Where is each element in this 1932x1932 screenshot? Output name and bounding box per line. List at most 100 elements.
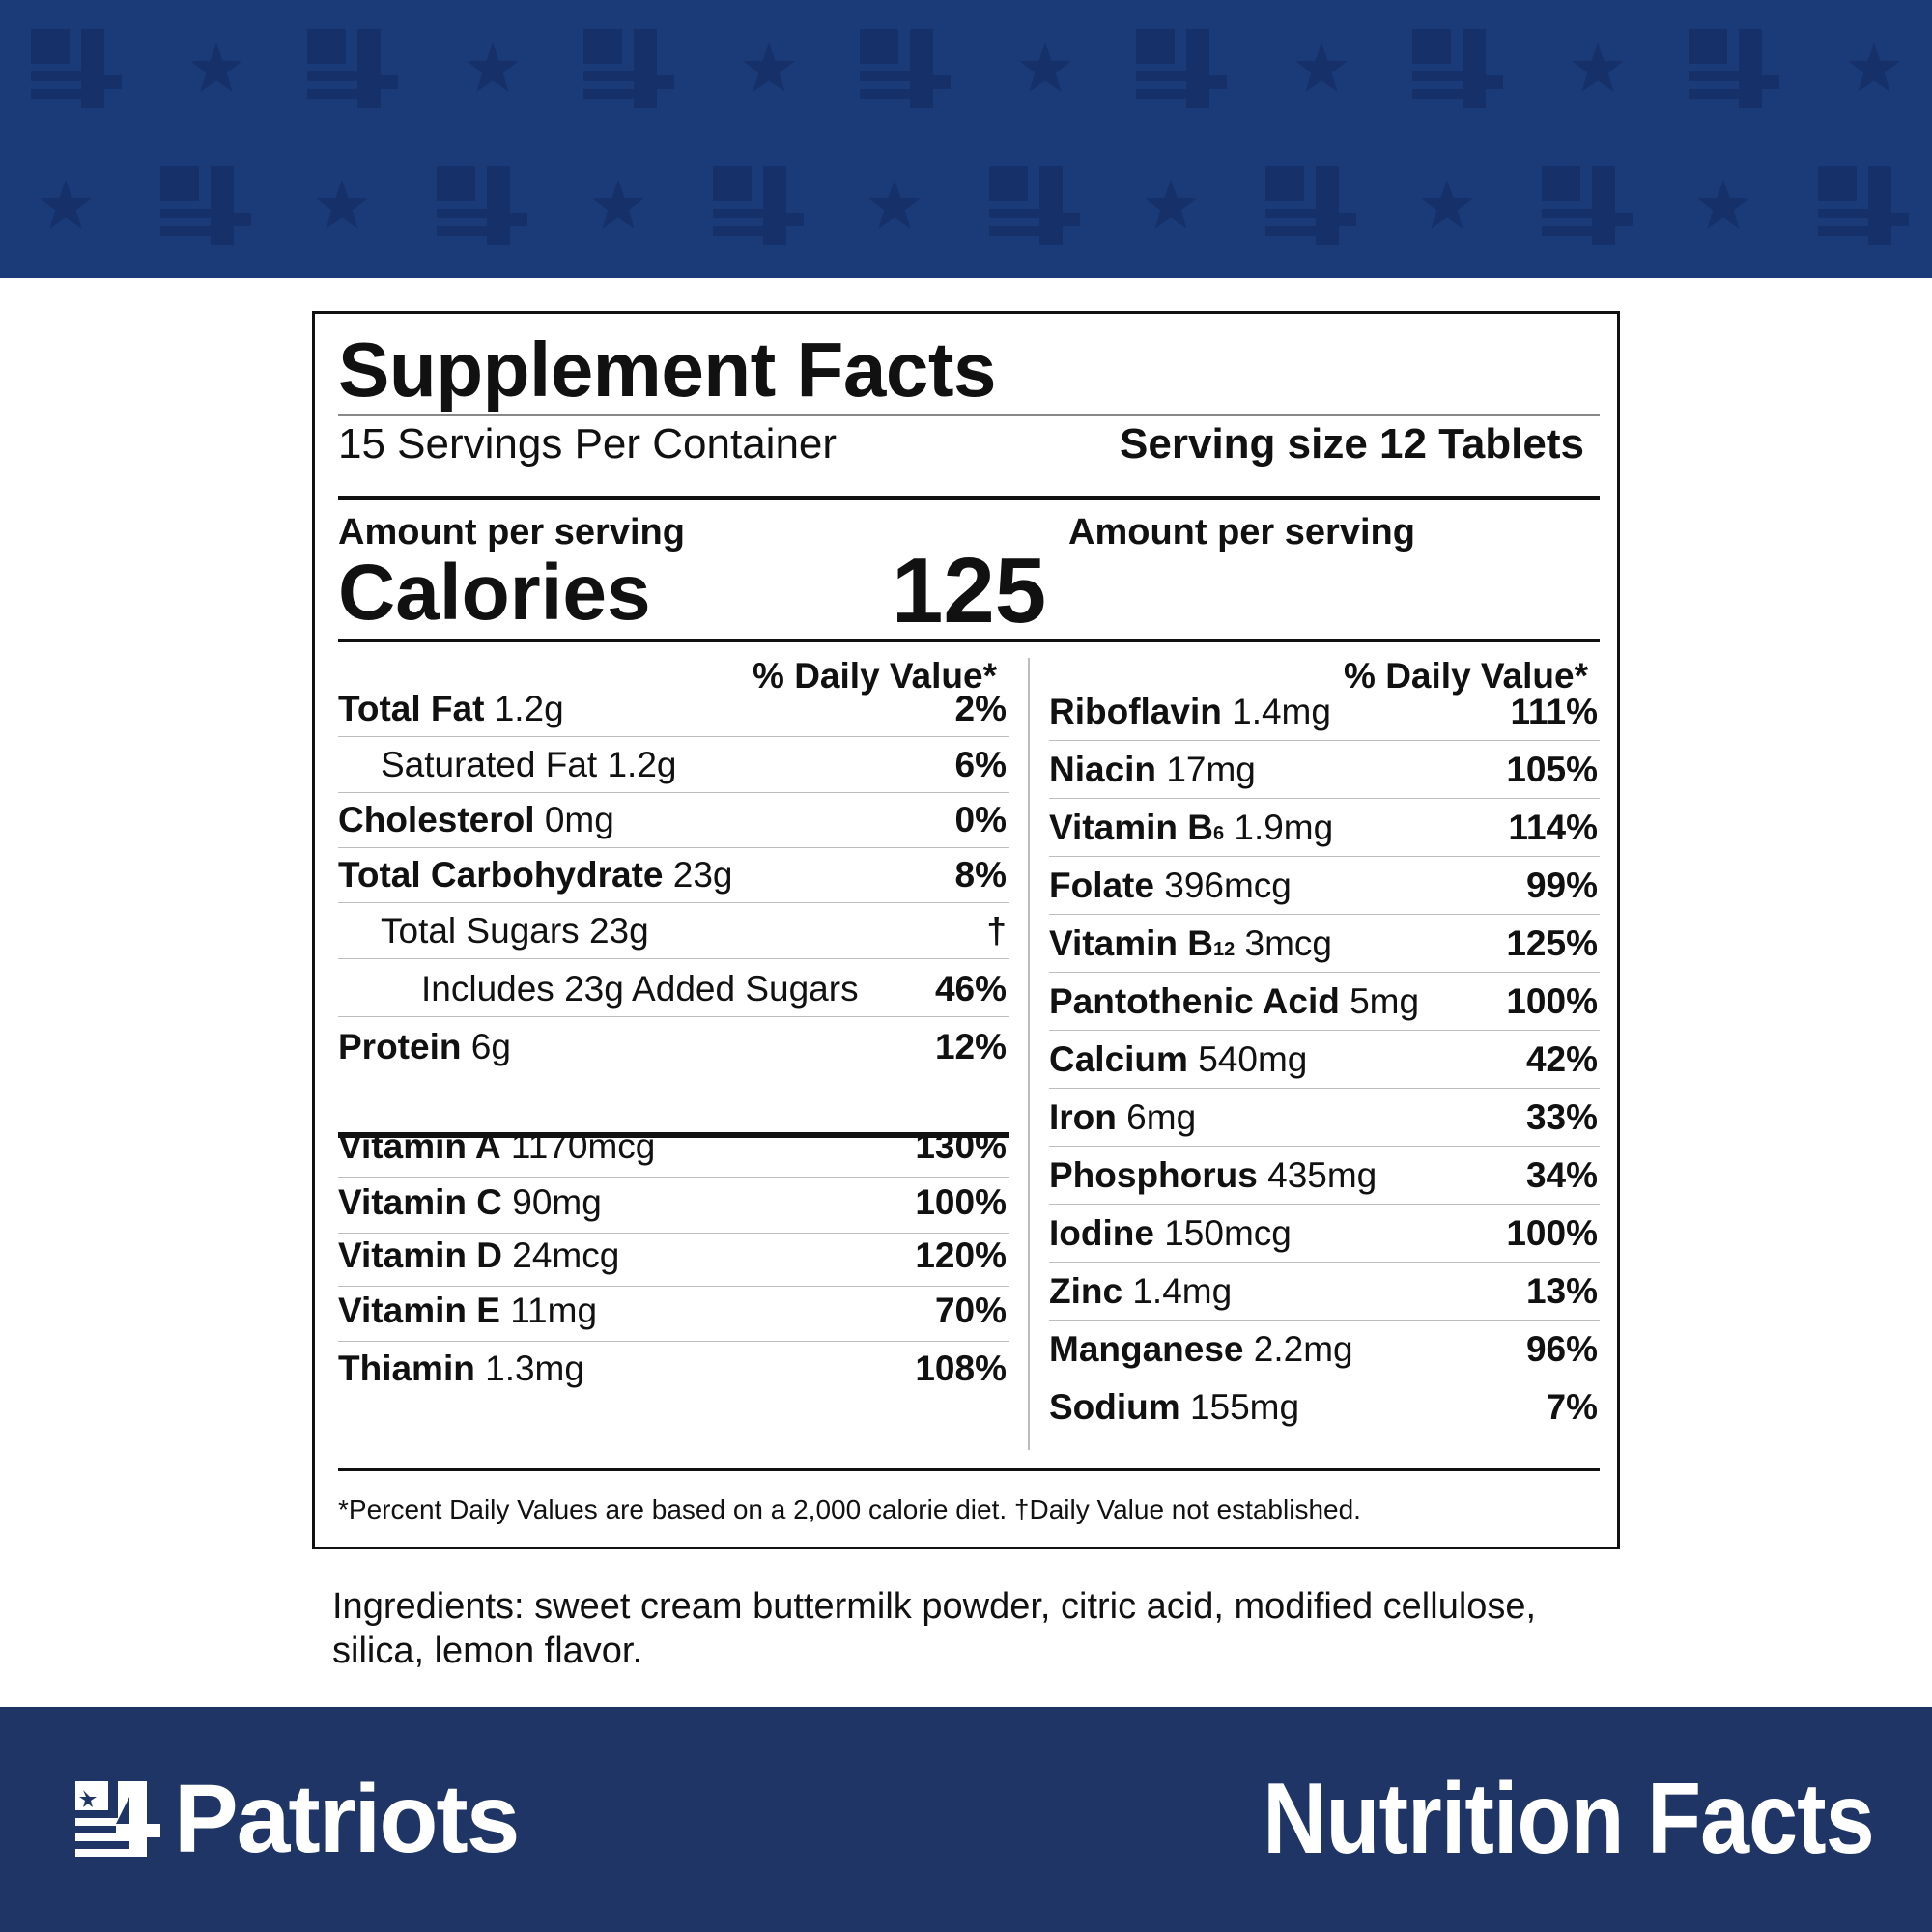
bottom-banner — [0, 1707, 1932, 1932]
nutrient-amount: 3mcg — [1235, 923, 1332, 963]
daily-value-percent: 13% — [1525, 1270, 1598, 1311]
nutrient-column-left: % Daily Value* Total Fat 1.2g 2% Saturated… — [338, 642, 1009, 1454]
nutrient-amount: 155mg — [1179, 1387, 1300, 1427]
daily-value-percent: 99% — [1525, 865, 1598, 905]
nutrient-name: Calcium — [1049, 1038, 1188, 1079]
nutrient-subscript: 12 — [1212, 938, 1236, 960]
nutrient-name: Cholesterol — [338, 799, 535, 839]
nutrient-amount: 396mcg — [1153, 865, 1292, 905]
daily-value-percent: 111% — [1510, 691, 1598, 731]
star-icon — [1295, 43, 1348, 92]
nutrient-name: Zinc — [1049, 1270, 1123, 1311]
nutrient-amount: 23g — [663, 854, 733, 895]
daily-value-percent: 2% — [954, 688, 1007, 728]
nutrient-row: Vitamin B12 3mcg 125% — [1049, 915, 1600, 973]
nutrient-row: Zinc 1.4mg 13% — [1049, 1263, 1600, 1321]
nutrient-label: Saturated Fat 1.2g — [338, 745, 676, 785]
daily-value-footnote: *Percent Daily Values are based on a 2,0… — [338, 1494, 1361, 1524]
nutrient-amount: 1.3mg — [474, 1349, 584, 1388]
nutrient-label: Vitamin C 90mg — [338, 1182, 602, 1223]
daily-value-percent: 70% — [934, 1290, 1007, 1330]
nutrient-amount: 6mg — [1116, 1096, 1197, 1137]
nutrient-row: Total Carbohydrate 23g 8% — [338, 847, 1009, 903]
daily-value-percent: 114% — [1508, 807, 1598, 847]
daily-value-percent: 7% — [1546, 1387, 1598, 1427]
nutrient-row: Iodine 150mcg 100% — [1049, 1205, 1600, 1263]
brand-name: Patriots — [174, 1765, 520, 1873]
nutrient-label: Total Fat 1.2g — [338, 689, 564, 729]
nutrient-name: Sodium — [1049, 1387, 1180, 1427]
nutrient-name: Vitamin C — [338, 1181, 502, 1222]
nutrient-label: Iron 6mg — [1049, 1097, 1196, 1138]
nutrient-label: Vitamin B12 3mcg — [1049, 923, 1332, 964]
daily-value-percent: 33% — [1525, 1096, 1598, 1137]
nutrient-amount: 24mcg — [501, 1235, 620, 1275]
nutrient-name: Iron — [1049, 1096, 1117, 1137]
serving-size: Serving size 12 Tablets — [1120, 420, 1584, 468]
nutrient-amount: 150mcg — [1153, 1212, 1292, 1253]
nutrient-column-right: % Daily Value* Riboflavin 1.4mg 111% Niaci… — [1049, 642, 1600, 1454]
daily-value-percent: 125% — [1506, 923, 1598, 963]
daily-value-percent: 42% — [1525, 1038, 1598, 1079]
daily-value-percent: 8% — [954, 854, 1007, 895]
serving-divider — [338, 496, 1600, 500]
flag-4-logo-icon — [1689, 29, 1779, 108]
nutrient-label: Calcium 540mg — [1049, 1039, 1307, 1080]
nutrient-amount: 0mg — [534, 799, 614, 839]
nutrient-subscript: 6 — [1212, 822, 1225, 844]
nutrient-label: Pantothenic Acid 5mg — [1049, 981, 1419, 1022]
nutrient-amount: 1.9mg — [1224, 807, 1334, 847]
star-icon — [1019, 43, 1071, 92]
flag-4-logo-icon — [989, 166, 1080, 245]
flag-4-logo-icon — [31, 29, 122, 108]
nutrient-label: Sodium 155mg — [1049, 1387, 1299, 1428]
daily-value-header-right: % Daily Value* — [1344, 656, 1588, 696]
daily-value-percent: 100% — [1506, 980, 1598, 1021]
calories-divider — [338, 639, 1600, 642]
star-icon — [592, 180, 644, 229]
nutrient-name: Manganese — [1049, 1328, 1244, 1369]
nutrient-label: Manganese 2.2mg — [1049, 1329, 1353, 1370]
flag-4-logo-icon — [1818, 166, 1909, 245]
vitamins-divider — [338, 1132, 1009, 1138]
nutrient-label: Vitamin D 24mcg — [338, 1236, 619, 1276]
nutrient-amount: 1.4mg — [1122, 1270, 1233, 1311]
flag-4-logo-icon — [437, 166, 527, 245]
nutrient-name: Niacin — [1049, 749, 1157, 789]
daily-value-percent: 96% — [1525, 1328, 1598, 1369]
top-banner — [0, 0, 1932, 278]
daily-value-percent: 0% — [954, 799, 1007, 839]
nutrient-name: Phosphorus — [1049, 1154, 1258, 1195]
nutrient-amount: Includes 23g Added Sugars — [421, 968, 859, 1009]
nutrient-amount: 5mg — [1339, 980, 1420, 1021]
nutrient-row: Niacin 17mg 105% — [1049, 741, 1600, 799]
title-divider — [338, 414, 1600, 416]
daily-value-percent: 12% — [934, 1027, 1007, 1066]
daily-value-percent: 34% — [1525, 1154, 1598, 1195]
flag-4-logo-icon — [583, 29, 674, 108]
nutrient-label: Iodine 150mcg — [1049, 1213, 1292, 1254]
nutrient-row: Total Fat 1.2g 2% — [338, 681, 1009, 737]
calories-value: 125 — [892, 539, 1047, 642]
star-icon — [1572, 43, 1624, 92]
nutrient-row: Vitamin A 1170mcg 130% — [338, 1116, 1009, 1178]
brand-logo: Patriots — [75, 1765, 520, 1873]
star-icon — [743, 43, 795, 92]
nutrient-label: Total Sugars 23g — [338, 911, 649, 952]
footnote-divider — [338, 1468, 1600, 1471]
nutrient-row: Pantothenic Acid 5mg 100% — [1049, 973, 1600, 1031]
star-icon — [190, 43, 242, 92]
amount-per-serving-right: Amount per serving — [1068, 512, 1415, 553]
star-icon — [467, 43, 519, 92]
nutrient-label: Vitamin E 11mg — [338, 1291, 597, 1331]
nutrient-row: Includes 23g Added Sugars 46% — [338, 961, 1009, 1017]
daily-value-header-left: % Daily Value* — [753, 656, 997, 696]
flag-4-logo-icon — [1412, 29, 1503, 108]
nutrient-row: Calcium 540mg 42% — [1049, 1031, 1600, 1089]
star-icon — [1421, 180, 1473, 229]
nutrient-label: Total Carbohydrate 23g — [338, 855, 732, 895]
daily-value-percent: 108% — [915, 1349, 1007, 1388]
panel-title: Supplement Facts — [338, 327, 997, 412]
nutrient-row: Vitamin D 24mcg 120% — [338, 1225, 1009, 1287]
flag-4-logo-icon — [307, 29, 398, 108]
